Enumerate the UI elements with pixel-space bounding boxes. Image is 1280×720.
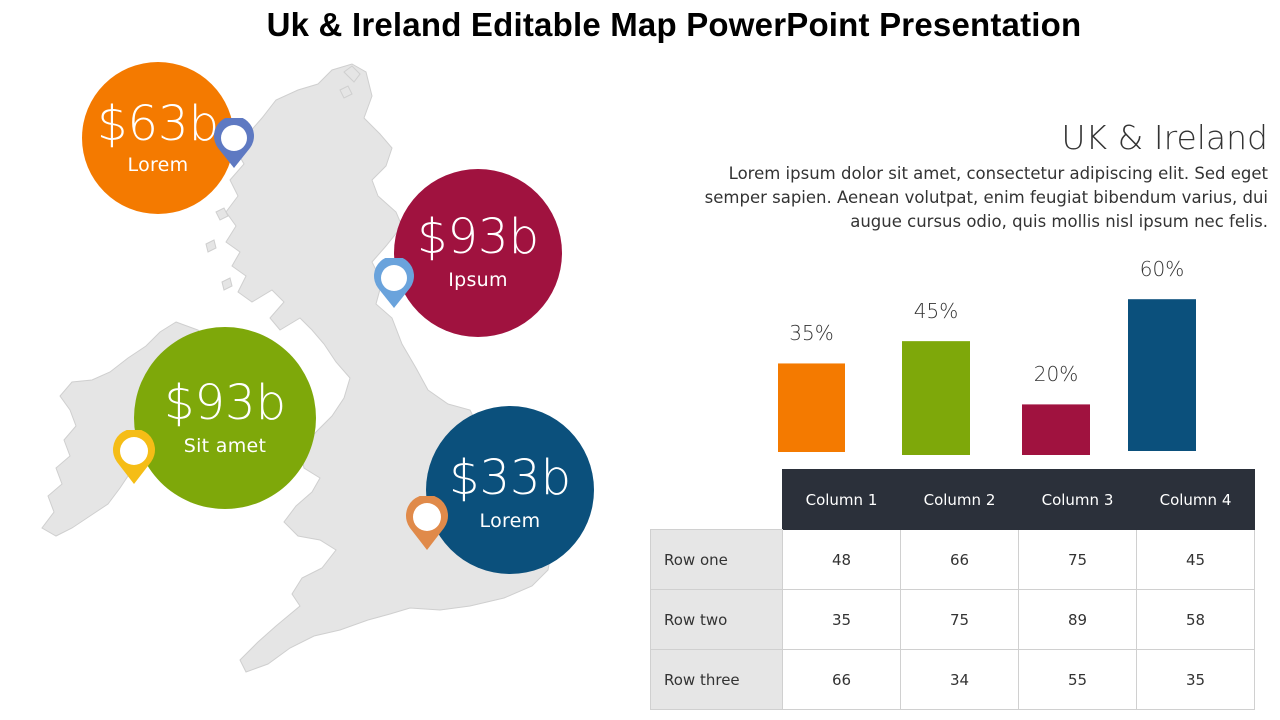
map-pin-icon (113, 430, 155, 484)
table-cell: 66 (782, 649, 901, 710)
stat-value: $93b (416, 209, 540, 265)
table-cell: 66 (900, 529, 1019, 590)
map-pin-icon (406, 496, 448, 550)
bar-value-label: 60% (1139, 257, 1185, 282)
map-pin-icon (374, 258, 414, 308)
stat-bubble-navy: $33b Lorem (426, 406, 594, 574)
table-cell: 75 (900, 589, 1019, 650)
row-header: Row two (650, 589, 783, 650)
table-cell: 55 (1018, 649, 1137, 710)
row-header: Row three (650, 649, 783, 710)
table-cell: 35 (1136, 649, 1255, 710)
bar-2 (902, 341, 970, 455)
table-row: Row one 48 66 75 45 (650, 529, 1255, 590)
data-table: Column 1 Column 2 Column 3 Column 4 Row … (650, 469, 1255, 710)
slide-title: Uk & Ireland Editable Map PowerPoint Pre… (266, 6, 1082, 43)
section-description: Lorem ipsum dolor sit amet, consectetur … (704, 164, 1268, 231)
stat-bubble-green: $93b Sit amet (134, 327, 316, 509)
section-heading: UK & Ireland (1061, 118, 1268, 157)
column-header: Column 4 (1136, 469, 1255, 530)
stat-bubble-orange: $63b Lorem (82, 62, 234, 214)
table-cell: 45 (1136, 529, 1255, 590)
table-header-row: Column 1 Column 2 Column 3 Column 4 (650, 469, 1255, 530)
stat-label: Sit amet (183, 435, 267, 457)
stat-label: Ipsum (448, 269, 508, 291)
table-cell: 35 (782, 589, 901, 650)
map-pin-icon (214, 118, 254, 168)
table-cell: 48 (782, 529, 901, 590)
stat-bubble-crimson: $93b Ipsum (394, 169, 562, 337)
bar-3 (1022, 404, 1090, 455)
table-row: Row two 35 75 89 58 (650, 589, 1255, 650)
table-cell: 89 (1018, 589, 1137, 650)
stat-label: Lorem (479, 510, 541, 532)
column-header: Column 1 (782, 469, 901, 530)
bar-value-label: 35% (789, 321, 834, 346)
bar-value-label: 20% (1033, 362, 1079, 387)
stat-value: $33b (448, 450, 572, 506)
column-header: Column 2 (900, 469, 1019, 530)
stat-value: $93b (163, 375, 287, 431)
stat-label: Lorem (127, 154, 189, 176)
column-header: Column 3 (1018, 469, 1137, 530)
bar-4 (1128, 299, 1196, 451)
table-cell: 34 (900, 649, 1019, 710)
row-header: Row one (650, 529, 783, 590)
table-cell: 58 (1136, 589, 1255, 650)
table-cell: 75 (1018, 529, 1137, 590)
stat-value: $63b (96, 96, 220, 152)
bar-1 (778, 363, 845, 452)
table-row: Row three 66 34 55 35 (650, 649, 1255, 710)
bar-value-label: 45% (913, 299, 959, 324)
table-corner (650, 469, 783, 530)
